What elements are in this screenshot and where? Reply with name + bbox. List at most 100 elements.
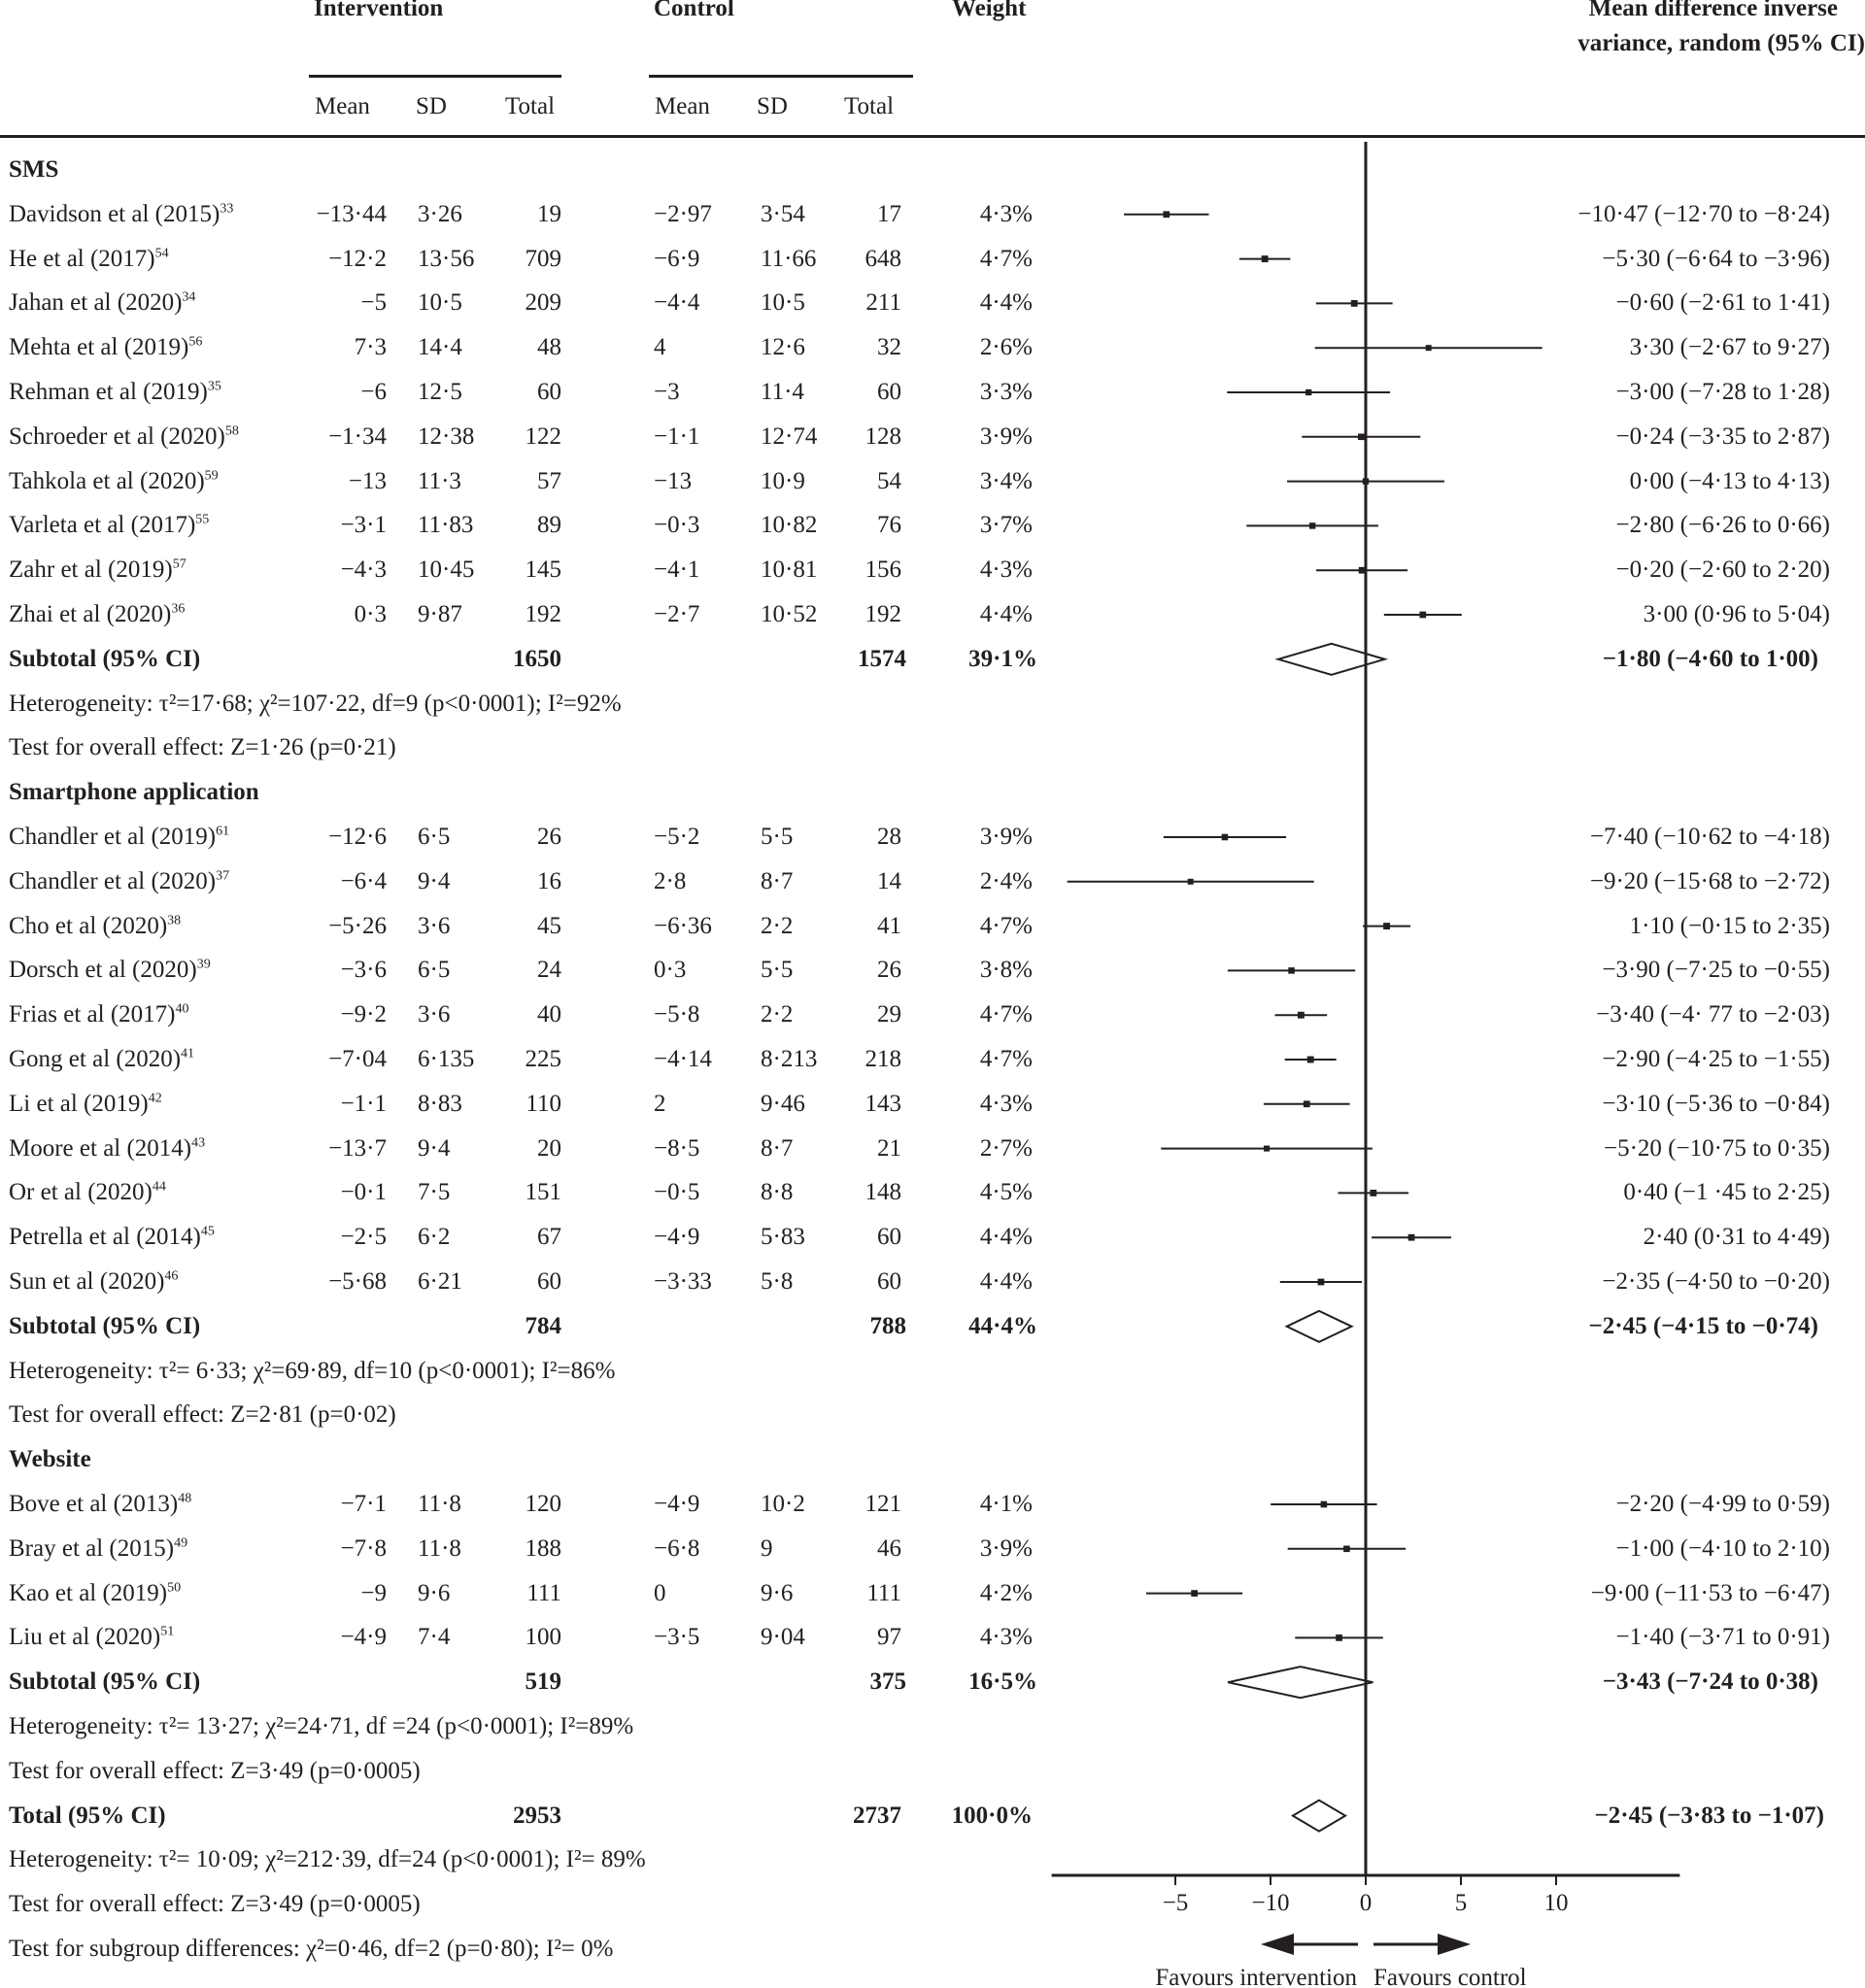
study-weight: 4·4% (979, 601, 1033, 627)
point-estimate (1306, 388, 1312, 396)
reference-number: 39 (196, 958, 211, 973)
heterogeneity-text: Heterogeneity: τ²= 6·33; χ²=69·89, df=10… (9, 1357, 616, 1384)
point-estimate (1297, 1011, 1305, 1019)
study-ci: 0·40 (−1 ·45 to 2·25) (1623, 1179, 1830, 1206)
point-estimate (1320, 1500, 1328, 1508)
study-weight: 4·3% (979, 200, 1033, 227)
total-ci: −2·45 (−3·83 to −1·07) (1594, 1802, 1824, 1829)
study-ci: −3·40 (−4· 77 to −2·03) (1596, 1001, 1830, 1028)
control-total: 26 (877, 957, 901, 984)
control-sd: 5·5 (761, 957, 794, 984)
study-weight: 3·9% (979, 422, 1033, 450)
heterogeneity-text: Heterogeneity: τ²= 13·27; χ²=24·71, df =… (9, 1713, 634, 1739)
intervention-mean: −9 (360, 1579, 387, 1606)
intervention-sd: 3·6 (418, 1001, 451, 1028)
x-tick-label: −5 (1163, 1890, 1189, 1916)
control-sd: 3·54 (761, 200, 805, 227)
intervention-mean: −2·5 (340, 1224, 387, 1251)
intervention-total: 100 (525, 1624, 562, 1651)
control-rule (649, 75, 913, 78)
control-mean: 4 (654, 334, 666, 361)
intervention-total: 26 (537, 824, 561, 850)
control-sd: 8·7 (761, 867, 794, 894)
subtotal-ci: −2·45 (−4·15 to −0·74) (1588, 1312, 1818, 1339)
study-weight: 4·3% (979, 556, 1033, 584)
intervention-total: 225 (525, 1046, 562, 1072)
point-estimate (1163, 211, 1170, 219)
control-total: 60 (877, 1268, 901, 1295)
study-name: He et al (2017)54 (9, 245, 169, 272)
control-mean: 2 (654, 1090, 666, 1117)
reference-number: 55 (195, 513, 210, 528)
intervention-mean: −12·6 (328, 824, 387, 850)
intervention-total: 16 (537, 867, 561, 894)
study-weight: 2·7% (979, 1134, 1033, 1162)
control-sd: 8·7 (761, 1134, 794, 1162)
x-tick-label: −10 (1251, 1890, 1289, 1916)
header-rule (0, 135, 1865, 138)
reference-number: 51 (160, 1625, 175, 1640)
control-sd: 9·46 (761, 1090, 805, 1117)
study-ci: −2·35 (−4·50 to −0·20) (1602, 1268, 1830, 1295)
control-total: 41 (877, 912, 901, 939)
control-mean: −3·5 (654, 1624, 700, 1651)
study-weight: 3·7% (979, 512, 1033, 539)
intervention-sd: 6·5 (418, 957, 451, 984)
intervention-mean: −5 (360, 289, 387, 317)
reference-number: 41 (181, 1046, 195, 1061)
control-total: 97 (877, 1624, 901, 1651)
reference-number: 58 (224, 423, 239, 439)
study-name: Rehman et al (2019)35 (9, 379, 221, 405)
intervention-mean: −13·7 (328, 1134, 387, 1162)
intervention-sd: 9·4 (418, 1134, 451, 1162)
intervention-sd: 9·6 (418, 1579, 451, 1606)
intervention-mean: −7·1 (340, 1491, 387, 1517)
control-sd: 12·74 (761, 422, 818, 450)
control-sd: 5·83 (761, 1224, 805, 1251)
subtotal-diamond (1284, 1309, 1354, 1343)
control-total: 76 (877, 512, 901, 539)
subtotal-weight: 44·4% (968, 1312, 1037, 1339)
study-ci: 3·30 (−2·67 to 9·27) (1629, 334, 1830, 361)
intervention-total: 48 (537, 334, 561, 361)
intervention-total: 60 (537, 379, 561, 405)
study-name: Zahr et al (2019)57 (9, 556, 186, 584)
study-weight: 2·4% (979, 867, 1033, 894)
study-name: Bray et al (2015)49 (9, 1534, 188, 1562)
point-estimate (1407, 1233, 1415, 1241)
header-intervention-total: Total (505, 93, 556, 119)
control-sd: 9·6 (761, 1579, 794, 1606)
control-mean: −6·36 (654, 912, 712, 939)
subtotal-intervention-total: 1650 (513, 645, 561, 672)
control-mean: −0·3 (654, 512, 700, 539)
control-sd: 10·5 (761, 289, 805, 317)
intervention-mean: 0·3 (354, 601, 387, 627)
study-name: Moore et al (2014)43 (9, 1134, 206, 1162)
intervention-total: 19 (537, 200, 561, 227)
study-name: Or et al (2020)44 (9, 1179, 166, 1206)
point-estimate (1261, 255, 1269, 263)
intervention-mean: −6·4 (340, 867, 387, 894)
total-intervention-total: 2953 (513, 1802, 561, 1829)
control-mean: −4·9 (654, 1224, 700, 1251)
point-estimate (1419, 611, 1427, 619)
study-name: Chandler et al (2020)37 (9, 867, 230, 894)
reference-number: 37 (216, 868, 230, 884)
intervention-sd: 3·26 (418, 200, 462, 227)
study-weight: 4·7% (979, 912, 1033, 939)
study-weight: 4·4% (979, 1268, 1033, 1295)
total-overall-effect-text: Test for overall effect: Z=3·49 (p=0·000… (9, 1891, 421, 1918)
point-estimate (1343, 1545, 1350, 1553)
control-total: 60 (877, 379, 901, 405)
study-weight: 3·9% (979, 824, 1033, 850)
study-ci: 3·00 (0·96 to 5·04) (1643, 601, 1830, 627)
study-ci: −0·20 (−2·60 to 2·20) (1615, 556, 1830, 584)
study-ci: −5·20 (−10·75 to 0·35) (1603, 1134, 1830, 1162)
study-name: Gong et al (2020)41 (9, 1046, 195, 1072)
intervention-sd: 14·4 (418, 334, 462, 361)
study-name: Frias et al (2017)40 (9, 1001, 189, 1028)
intervention-total: 67 (537, 1224, 561, 1251)
reference-number: 38 (167, 913, 182, 928)
subtotal-control-total: 1574 (858, 645, 906, 672)
